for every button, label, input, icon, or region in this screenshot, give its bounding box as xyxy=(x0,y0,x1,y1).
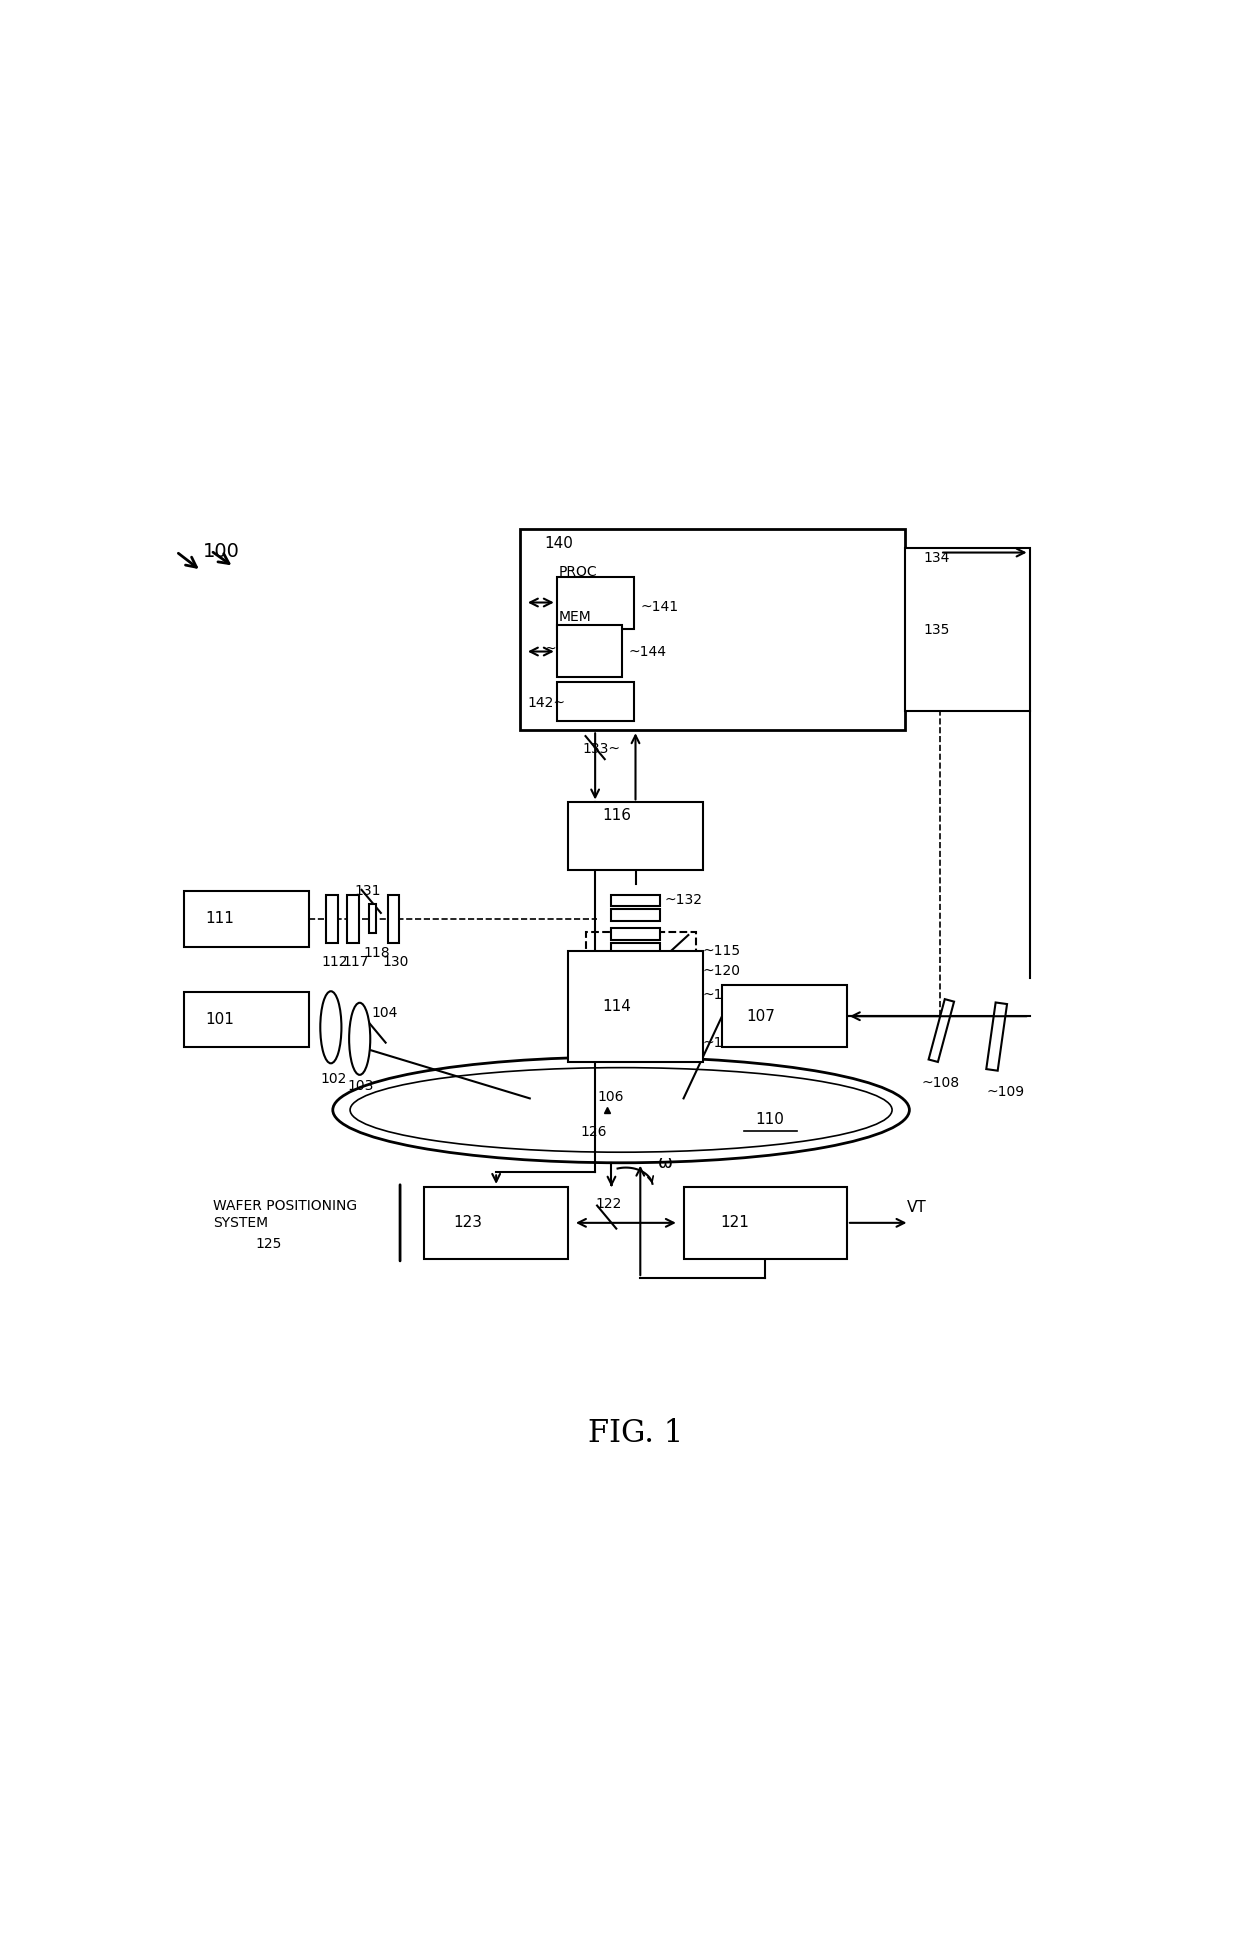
Bar xyxy=(585,933,696,1023)
Ellipse shape xyxy=(350,1004,371,1074)
Text: 114: 114 xyxy=(601,1000,631,1013)
Text: 102: 102 xyxy=(320,1072,347,1086)
Text: ~119: ~119 xyxy=(703,1035,742,1051)
Text: 103: 103 xyxy=(347,1080,373,1094)
Text: 111: 111 xyxy=(205,911,234,927)
Text: ~141: ~141 xyxy=(640,600,678,613)
Text: ~109: ~109 xyxy=(986,1086,1024,1100)
Ellipse shape xyxy=(350,1068,892,1152)
Text: 123: 123 xyxy=(453,1215,482,1231)
Bar xyxy=(929,1000,954,1062)
Text: 135: 135 xyxy=(924,623,950,637)
Text: 140: 140 xyxy=(544,537,573,551)
Text: 131: 131 xyxy=(355,884,382,898)
Bar xyxy=(683,1188,847,1258)
Text: ω: ω xyxy=(657,1154,672,1172)
Bar xyxy=(722,986,847,1047)
Text: FIG. 1: FIG. 1 xyxy=(588,1419,683,1448)
Text: ~113: ~113 xyxy=(703,988,740,1002)
Bar xyxy=(424,1188,568,1258)
Bar xyxy=(611,943,660,955)
Text: 121: 121 xyxy=(720,1215,749,1231)
Text: 130: 130 xyxy=(383,955,409,968)
Ellipse shape xyxy=(320,992,341,1064)
Text: WAFER POSITIONING: WAFER POSITIONING xyxy=(213,1200,357,1213)
Bar xyxy=(521,529,905,731)
Text: MEM: MEM xyxy=(558,610,591,623)
Text: 126: 126 xyxy=(580,1125,608,1139)
Text: ~108: ~108 xyxy=(921,1076,960,1090)
Text: 125: 125 xyxy=(255,1237,283,1250)
Bar xyxy=(347,894,358,943)
Bar xyxy=(557,625,622,678)
Text: 116: 116 xyxy=(601,808,631,823)
Text: 112: 112 xyxy=(321,955,347,968)
Bar xyxy=(986,1002,1007,1070)
Bar xyxy=(184,890,309,947)
Text: ~144: ~144 xyxy=(629,645,667,659)
Bar xyxy=(611,909,660,921)
Text: 107: 107 xyxy=(746,1009,775,1023)
Text: 133~: 133~ xyxy=(583,743,621,757)
Ellipse shape xyxy=(332,1056,909,1162)
Text: ~143: ~143 xyxy=(544,643,583,657)
Text: ~120: ~120 xyxy=(703,964,740,978)
Text: 106: 106 xyxy=(596,1090,624,1103)
Bar xyxy=(611,894,660,906)
Text: 122: 122 xyxy=(595,1198,621,1211)
Text: 110: 110 xyxy=(755,1111,785,1127)
Bar xyxy=(905,547,1029,711)
Bar xyxy=(557,576,634,629)
Text: 104: 104 xyxy=(371,1005,398,1019)
Text: ~115: ~115 xyxy=(703,945,740,958)
Bar xyxy=(184,992,309,1047)
Text: 101: 101 xyxy=(205,1011,234,1027)
Text: 100: 100 xyxy=(203,543,239,561)
Text: 118: 118 xyxy=(363,945,391,960)
Bar xyxy=(326,894,337,943)
Bar xyxy=(568,951,703,1062)
Text: SYSTEM: SYSTEM xyxy=(213,1215,268,1229)
Text: 142~: 142~ xyxy=(528,696,565,710)
Text: 117: 117 xyxy=(342,955,368,968)
Bar xyxy=(568,802,703,870)
Text: PROC: PROC xyxy=(558,564,598,578)
Bar xyxy=(388,894,399,943)
Text: VT: VT xyxy=(906,1200,926,1215)
Bar xyxy=(557,682,634,721)
Text: ~132: ~132 xyxy=(665,894,702,907)
Bar xyxy=(611,929,660,941)
Text: 134: 134 xyxy=(924,551,950,564)
Bar xyxy=(370,904,376,933)
